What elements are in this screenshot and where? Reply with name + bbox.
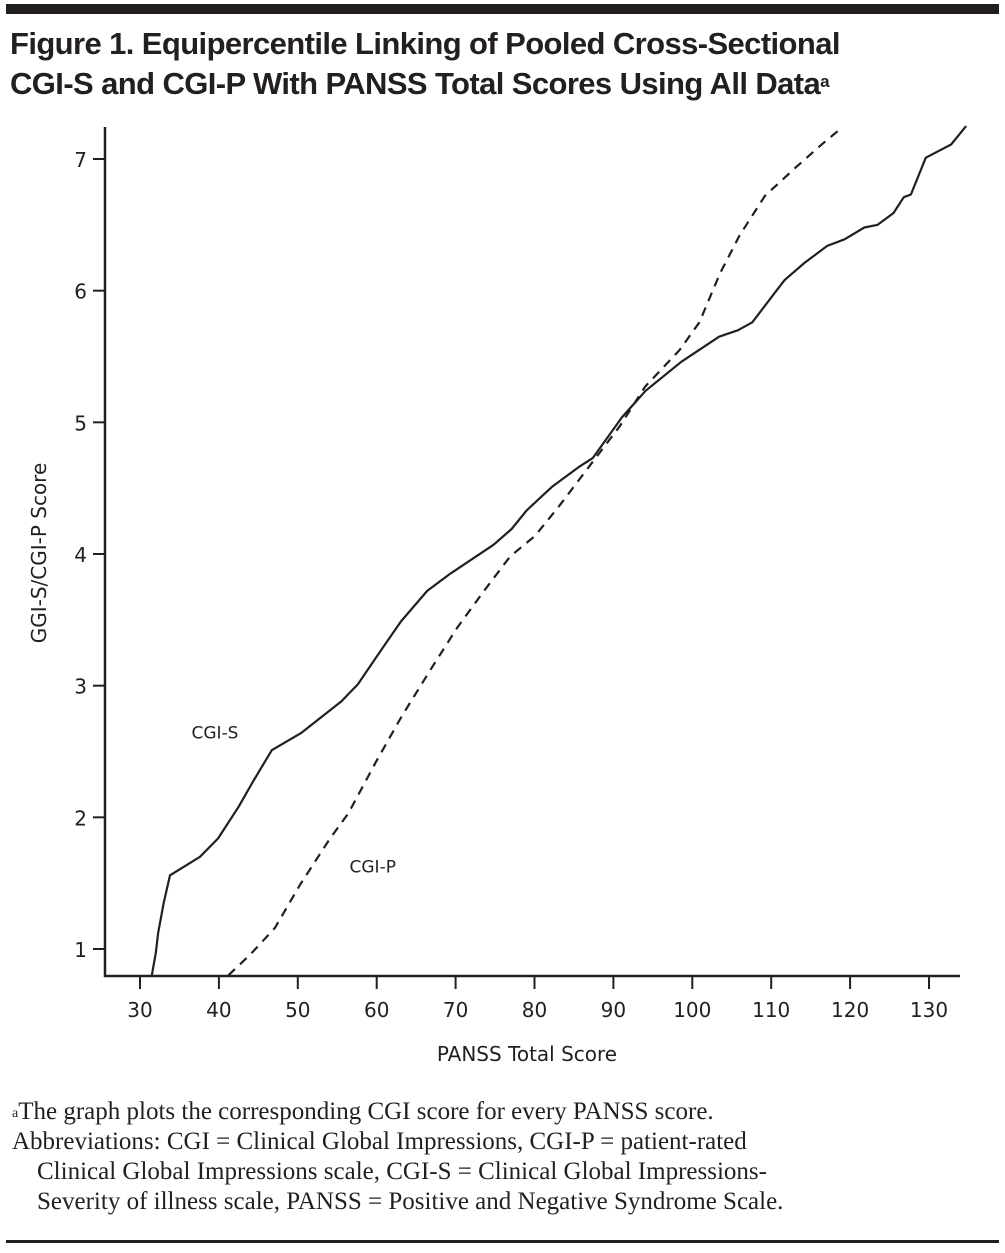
x-tick-label: 60	[364, 998, 389, 1022]
x-tick-label: 130	[910, 998, 948, 1022]
x-tick-label: 120	[831, 998, 869, 1022]
x-tick-label: 80	[522, 998, 547, 1022]
x-tick-label: 110	[752, 998, 790, 1022]
series-label-cgi-s: CGI-S	[191, 723, 238, 743]
x-axis-label: PANSS Total Score	[437, 1042, 617, 1066]
figure-title-line-2: CGI-S and CGI-P With PANSS Total Scores …	[10, 64, 1000, 104]
series-line-cgi-s	[150, 125, 967, 976]
x-tick-label: 50	[285, 998, 310, 1022]
y-tick-label: 3	[74, 675, 87, 699]
series-label-cgi-p: CGI-P	[350, 858, 396, 878]
figure-title-line-2-text: CGI-S and CGI-P With PANSS Total Scores …	[10, 66, 821, 101]
x-tick-label: 70	[443, 998, 468, 1022]
figure-title-line-1: Figure 1. Equipercentile Linking of Pool…	[10, 26, 840, 61]
y-tick-label: 4	[74, 543, 87, 567]
y-tick-label: 1	[74, 938, 87, 962]
footnote-line-1: aThe graph plots the corresponding CGI s…	[12, 1097, 997, 1127]
y-tick-label: 5	[74, 411, 87, 435]
plot-series	[150, 125, 967, 977]
series-labels: CGI-S CGI-P	[191, 723, 396, 877]
x-tick-label: 30	[127, 998, 152, 1022]
footnote-line-4: Severity of illness scale, PANSS = Posit…	[37, 1188, 784, 1215]
top-rule	[6, 4, 999, 14]
series-line-cgi-p	[227, 126, 843, 977]
footnote-marker: a	[12, 1106, 19, 1121]
footnote-line-3: Clinical Global Impressions scale, CGI-S…	[37, 1158, 767, 1185]
footnote: aThe graph plots the corresponding CGI s…	[12, 1097, 997, 1217]
footnote-line-1-text: The graph plots the corresponding CGI sc…	[18, 1098, 714, 1125]
footnote-line-2: Abbreviations: CGI = Clinical Global Imp…	[12, 1128, 747, 1155]
y-ticks: 1 2 3 4 5 6 7	[74, 148, 105, 962]
figure-title: Figure 1. Equipercentile Linking of Pool…	[10, 24, 1000, 104]
x-ticks: 30 40 50 60 70 80 90 100 110 120 130	[127, 976, 948, 1022]
y-tick-label: 2	[74, 806, 87, 830]
y-tick-label: 7	[74, 148, 87, 172]
figure-title-superscript: a	[820, 72, 830, 91]
x-tick-label: 100	[673, 998, 711, 1022]
x-tick-label: 90	[601, 998, 626, 1022]
x-tick-label: 40	[206, 998, 231, 1022]
y-axis-label: GGI-S/CGI-P Score	[27, 463, 51, 644]
line-chart: 30 40 50 60 70 80 90 100 110 120 130 1 2 3 4 5 6 7 PANSS…	[27, 125, 967, 1066]
bottom-rule	[6, 1240, 999, 1243]
y-tick-label: 6	[74, 280, 87, 304]
